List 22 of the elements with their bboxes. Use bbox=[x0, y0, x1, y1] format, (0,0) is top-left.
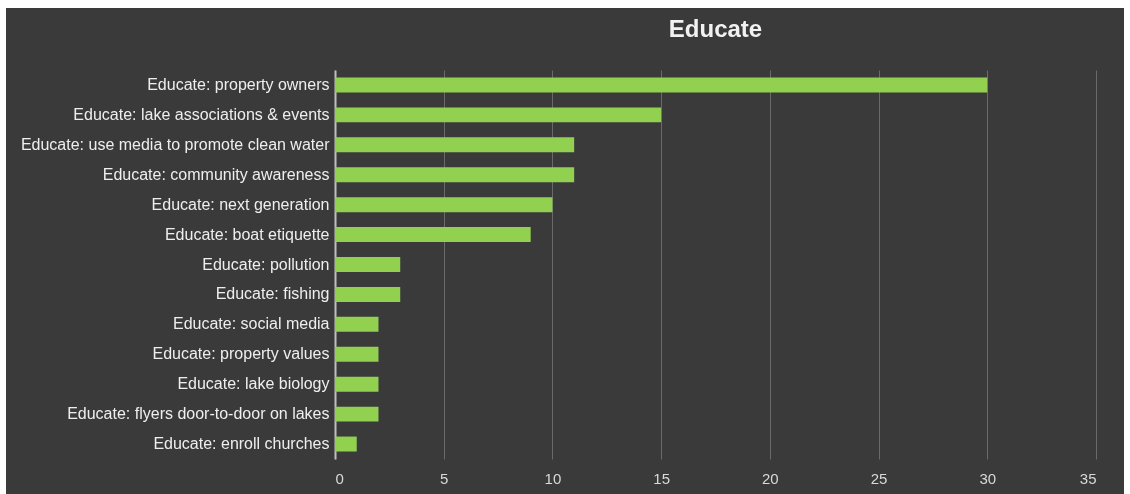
x-tick-label: 15 bbox=[653, 469, 670, 487]
x-tick-label: 20 bbox=[762, 469, 779, 487]
chart-title: Educate bbox=[668, 15, 763, 42]
x-tick-label: 0 bbox=[335, 469, 344, 487]
x-tick-label: 30 bbox=[979, 469, 997, 487]
y-tick-label: Educate: pollution bbox=[202, 255, 330, 273]
y-tick-label: Educate: property owners bbox=[147, 75, 330, 93]
y-tick-label: Educate: fishing bbox=[215, 285, 330, 303]
y-tick-label: Educate: enroll churches bbox=[153, 435, 330, 453]
x-tick-label: 5 bbox=[440, 469, 449, 487]
y-tick-label: Educate: use media to promote clean water bbox=[20, 135, 331, 153]
x-tick-label: 10 bbox=[544, 469, 562, 487]
y-tick-label: Educate: lake associations & events bbox=[73, 105, 330, 123]
y-tick-label: Educate: next generation bbox=[151, 195, 330, 213]
y-tick-label: Educate: community awareness bbox=[102, 165, 330, 183]
y-tick-label: Educate: social media bbox=[172, 315, 330, 333]
y-tick-label: Educate: property values bbox=[152, 345, 330, 363]
y-tick-label: Educate: flyers door-to-door on lakes bbox=[67, 405, 330, 423]
y-tick-label: Educate: boat etiquette bbox=[164, 225, 330, 243]
y-tick-label: Educate: lake biology bbox=[177, 375, 330, 393]
x-tick-label: 25 bbox=[870, 469, 888, 487]
x-tick-label: 35 bbox=[1079, 469, 1097, 487]
